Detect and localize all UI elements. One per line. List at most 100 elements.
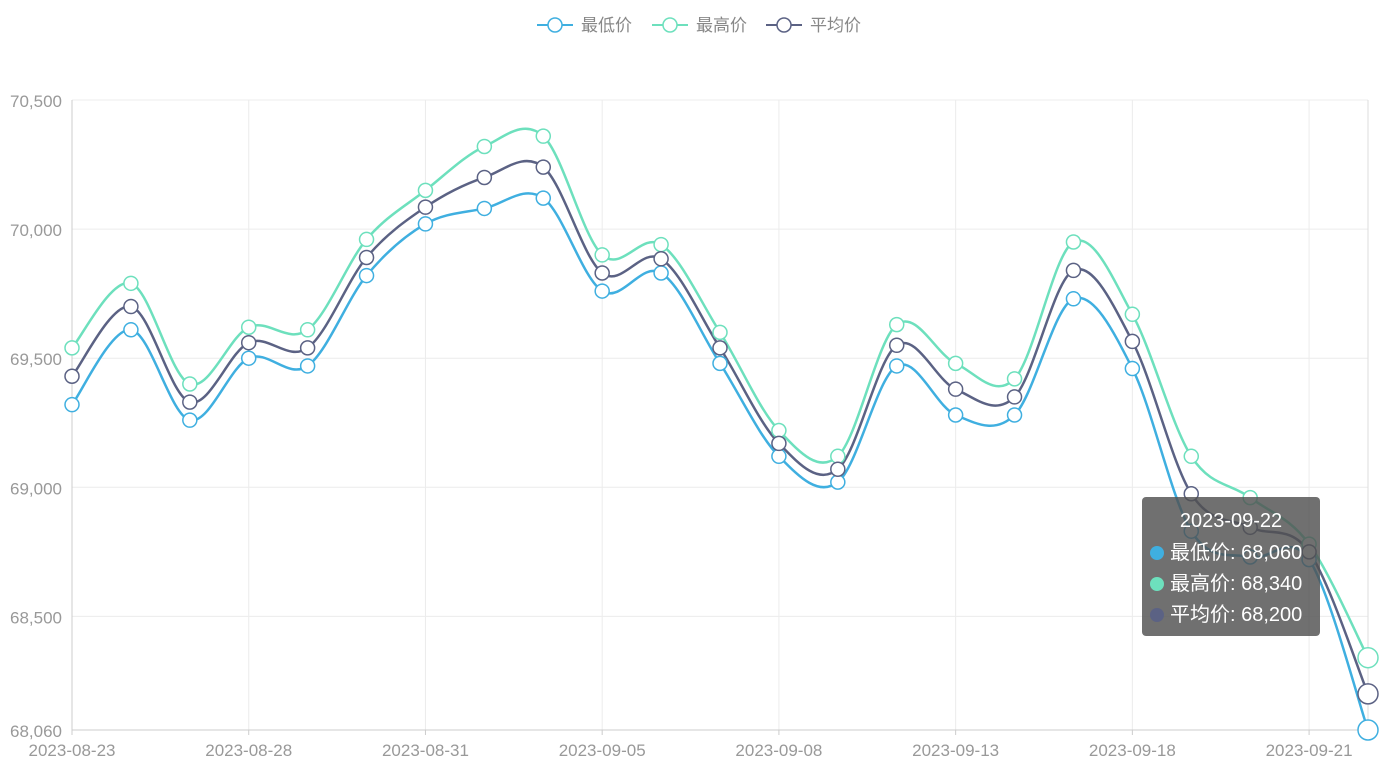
data-point-avg[interactable] xyxy=(182,394,198,410)
data-point-low[interactable] xyxy=(1006,407,1023,423)
data-point-high[interactable] xyxy=(1065,234,1082,250)
y-tick-label: 69,500 xyxy=(10,350,62,369)
y-tick-label: 70,500 xyxy=(10,92,62,111)
data-point-high[interactable] xyxy=(240,319,257,335)
x-tick-label: 2023-08-31 xyxy=(382,741,469,760)
series-line-high xyxy=(71,127,1370,659)
tooltip-marker-high xyxy=(1150,577,1164,591)
hover-tooltip: 2023-09-22 最低价: 68,060 最高价: 68,340 平均价: … xyxy=(1142,497,1320,636)
data-point-low[interactable] xyxy=(947,407,964,423)
data-point-low[interactable] xyxy=(1357,719,1379,741)
data-point-low[interactable] xyxy=(476,200,493,217)
data-point-low[interactable] xyxy=(64,396,80,413)
data-point-high[interactable] xyxy=(64,340,80,356)
data-point-high[interactable] xyxy=(1357,646,1379,669)
tooltip-label-high: 最高价: 68,340 xyxy=(1170,573,1303,595)
data-point-avg[interactable] xyxy=(1065,262,1082,279)
data-point-high[interactable] xyxy=(1183,448,1200,465)
tooltip-date: 2023-09-22 xyxy=(1179,510,1283,532)
tooltip-marker-low xyxy=(1150,546,1164,560)
x-tick-label: 2023-09-13 xyxy=(912,741,999,760)
data-point-high[interactable] xyxy=(1124,306,1141,323)
legend-item-avg[interactable]: 平均价 xyxy=(766,16,861,35)
x-tick-label: 2023-09-18 xyxy=(1089,741,1176,760)
data-point-avg[interactable] xyxy=(64,368,80,385)
data-point-high[interactable] xyxy=(535,128,552,144)
data-point-high[interactable] xyxy=(417,182,434,199)
data-point-high[interactable] xyxy=(1006,371,1023,387)
data-point-low[interactable] xyxy=(358,267,375,284)
data-point-avg[interactable] xyxy=(1124,333,1141,350)
data-point-avg[interactable] xyxy=(712,340,728,356)
data-point-avg[interactable] xyxy=(358,249,375,266)
data-point-avg[interactable] xyxy=(947,381,964,397)
tooltip-marker-avg xyxy=(1150,608,1164,622)
data-point-avg[interactable] xyxy=(594,265,610,281)
data-point-high[interactable] xyxy=(712,324,728,341)
data-point-high[interactable] xyxy=(594,247,610,263)
data-point-low[interactable] xyxy=(182,412,198,428)
data-point-low[interactable] xyxy=(1124,360,1141,377)
legend-circle-icon xyxy=(662,17,678,33)
y-tick-label: 68,500 xyxy=(10,608,62,627)
x-tick-label: 2023-08-28 xyxy=(205,741,292,760)
legend-label: 平均价 xyxy=(810,16,861,35)
data-point-low[interactable] xyxy=(594,283,610,299)
data-point-low[interactable] xyxy=(1065,291,1082,307)
data-point-avg[interactable] xyxy=(476,169,493,186)
legend-circle-icon xyxy=(547,17,563,33)
series-line-avg xyxy=(71,159,1370,695)
data-point-high[interactable] xyxy=(947,355,964,372)
tooltip-row-high: 最高价: 68,340 xyxy=(1150,572,1312,596)
data-point-avg[interactable] xyxy=(240,334,257,351)
data-point-low[interactable] xyxy=(299,358,316,374)
legend-item-high[interactable]: 最高价 xyxy=(652,16,747,35)
x-tick-label: 2023-09-05 xyxy=(559,741,646,760)
x-tick-label: 2023-08-23 xyxy=(29,741,116,760)
legend-item-low[interactable]: 最低价 xyxy=(537,16,632,35)
data-point-avg[interactable] xyxy=(299,340,316,356)
data-point-high[interactable] xyxy=(182,376,198,392)
y-tick-label: 70,000 xyxy=(10,221,62,240)
data-point-high[interactable] xyxy=(830,448,846,465)
data-point-high[interactable] xyxy=(653,236,669,253)
data-point-avg[interactable] xyxy=(1006,389,1023,405)
legend-label: 最高价 xyxy=(696,16,747,35)
data-point-high[interactable] xyxy=(771,422,787,439)
data-point-low[interactable] xyxy=(888,358,905,374)
tooltip-label-avg: 平均价: 68,200 xyxy=(1170,604,1303,626)
data-point-high[interactable] xyxy=(358,231,375,248)
data-point-low[interactable] xyxy=(240,350,257,366)
data-point-high[interactable] xyxy=(299,322,316,338)
x-tick-label: 2023-09-21 xyxy=(1266,741,1353,760)
data-point-avg[interactable] xyxy=(653,251,669,267)
data-point-low[interactable] xyxy=(653,265,669,281)
y-tick-label: 68,060 xyxy=(10,722,62,741)
y-tick-label: 69,000 xyxy=(10,479,62,498)
data-point-avg[interactable] xyxy=(830,461,846,477)
tooltip-row-avg: 平均价: 68,200 xyxy=(1150,603,1312,627)
data-point-avg[interactable] xyxy=(771,435,787,452)
data-point-avg[interactable] xyxy=(123,298,139,315)
data-point-low[interactable] xyxy=(417,216,434,232)
data-point-low[interactable] xyxy=(712,355,728,372)
data-point-avg[interactable] xyxy=(1357,683,1379,705)
data-point-low[interactable] xyxy=(771,448,787,465)
data-point-high[interactable] xyxy=(476,138,493,155)
data-point-low[interactable] xyxy=(830,474,846,490)
legend-label: 最低价 xyxy=(581,16,632,35)
data-point-avg[interactable] xyxy=(417,199,434,215)
data-point-avg[interactable] xyxy=(888,337,905,354)
data-point-low[interactable] xyxy=(123,322,139,338)
x-tick-label: 2023-09-08 xyxy=(735,741,822,760)
data-point-low[interactable] xyxy=(535,190,552,206)
legend-circle-icon xyxy=(776,17,792,33)
data-point-avg[interactable] xyxy=(535,159,552,175)
tooltip-row-low: 最低价: 68,060 xyxy=(1150,541,1312,565)
data-point-high[interactable] xyxy=(888,316,905,333)
series-line-low xyxy=(70,192,1370,731)
tooltip-label-low: 最低价: 68,060 xyxy=(1170,542,1303,564)
data-point-high[interactable] xyxy=(123,275,139,292)
